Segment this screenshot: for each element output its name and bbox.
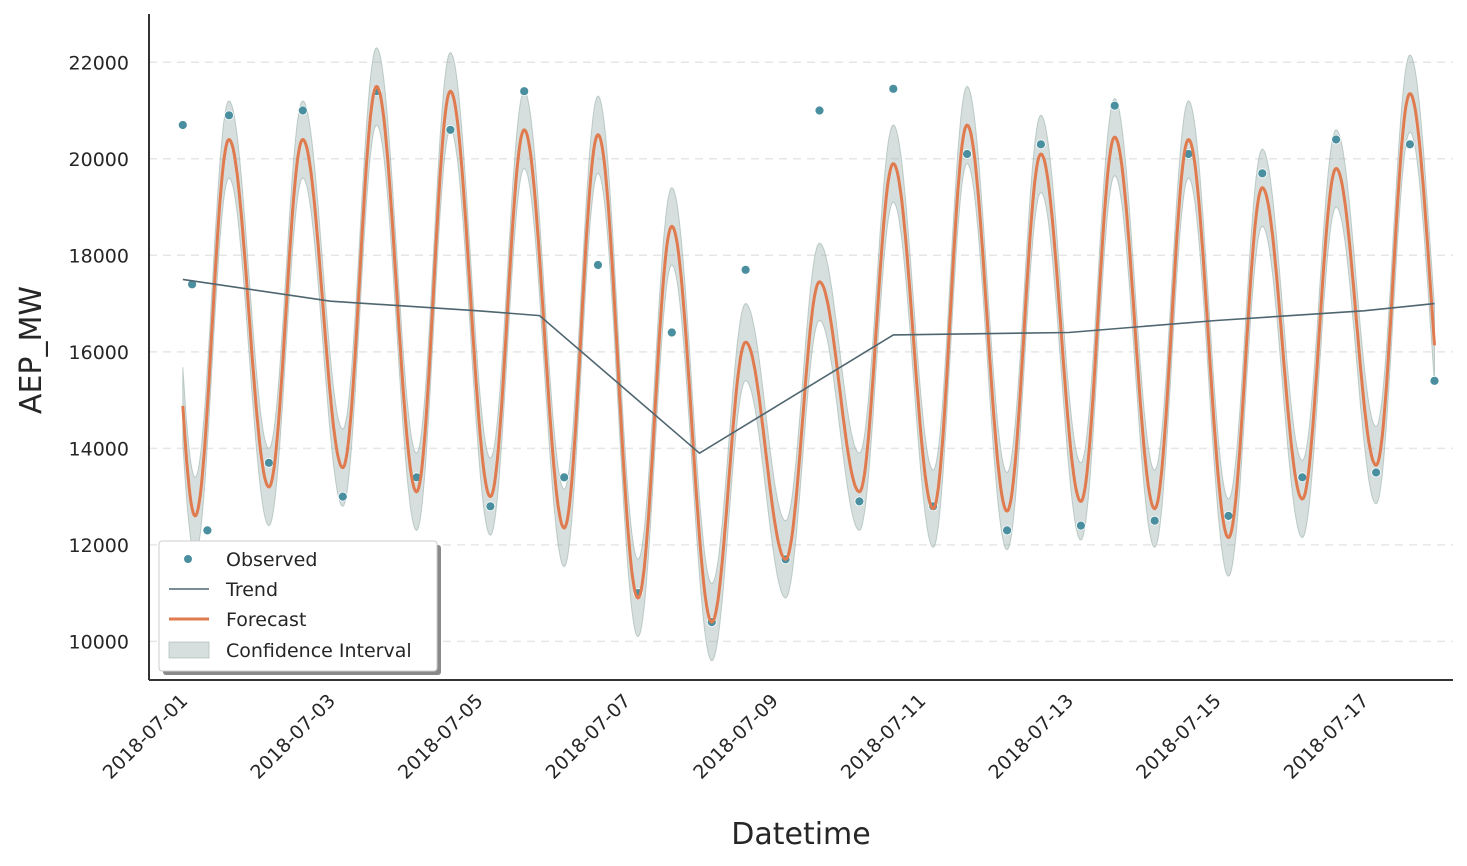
observed-point <box>224 110 234 121</box>
trend-line <box>182 278 1435 455</box>
legend: Observed Trend Forecast Confidence Inter… <box>158 540 441 675</box>
observed-point <box>263 457 274 468</box>
y-axis-ticks: 10000 12000 14000 16000 18000 20000 22000 <box>69 52 129 653</box>
observed-point <box>519 86 530 97</box>
observed-point <box>814 105 825 116</box>
observed-point <box>445 124 456 135</box>
observed-point <box>593 260 603 270</box>
observed-point <box>1297 472 1308 483</box>
legend-observed-label: Observed <box>226 549 317 571</box>
observed-point <box>1371 467 1381 478</box>
y-tick-label: 20000 <box>69 149 129 171</box>
observed-point <box>1036 139 1046 150</box>
observed-point <box>962 149 972 159</box>
observed-point <box>559 472 570 483</box>
observed-point <box>177 120 188 130</box>
legend-box <box>158 540 438 672</box>
observed-point <box>1002 525 1012 536</box>
observed-point <box>297 105 308 116</box>
observed-point <box>202 525 213 536</box>
observed-point <box>1076 520 1086 531</box>
x-axis-title: Datetime <box>731 817 870 852</box>
y-tick-label: 10000 <box>69 631 129 653</box>
legend-confidence-swatch <box>168 641 210 659</box>
observed-point <box>1405 139 1415 150</box>
legend-forecast-label: Forecast <box>226 609 306 631</box>
observed-point <box>485 501 496 512</box>
observed-point <box>1223 511 1234 521</box>
observed-point <box>854 496 865 507</box>
observed-point <box>1149 515 1160 526</box>
legend-observed-marker <box>183 554 193 564</box>
observed-point <box>666 327 677 338</box>
observed-point <box>187 279 198 290</box>
observed-point <box>1331 134 1341 145</box>
forecast-series <box>181 84 1436 624</box>
y-tick-label: 22000 <box>69 52 129 74</box>
y-tick-label: 18000 <box>69 245 129 267</box>
forecast-line <box>181 84 1436 624</box>
observed-point <box>740 264 751 275</box>
legend-trend-label: Trend <box>225 579 278 601</box>
y-tick-label: 16000 <box>69 342 129 364</box>
observed-point <box>1429 375 1440 386</box>
y-tick-label: 14000 <box>69 438 129 460</box>
y-axis-title: AEP_MW <box>14 286 49 414</box>
legend-confidence-label: Confidence Interval <box>226 640 412 662</box>
observed-series <box>177 83 1440 627</box>
observed-point <box>888 83 899 94</box>
y-tick-label: 12000 <box>69 535 129 557</box>
observed-point <box>1257 168 1268 179</box>
trend-series <box>182 278 1435 455</box>
observed-point <box>1109 100 1120 111</box>
observed-point <box>337 491 348 502</box>
